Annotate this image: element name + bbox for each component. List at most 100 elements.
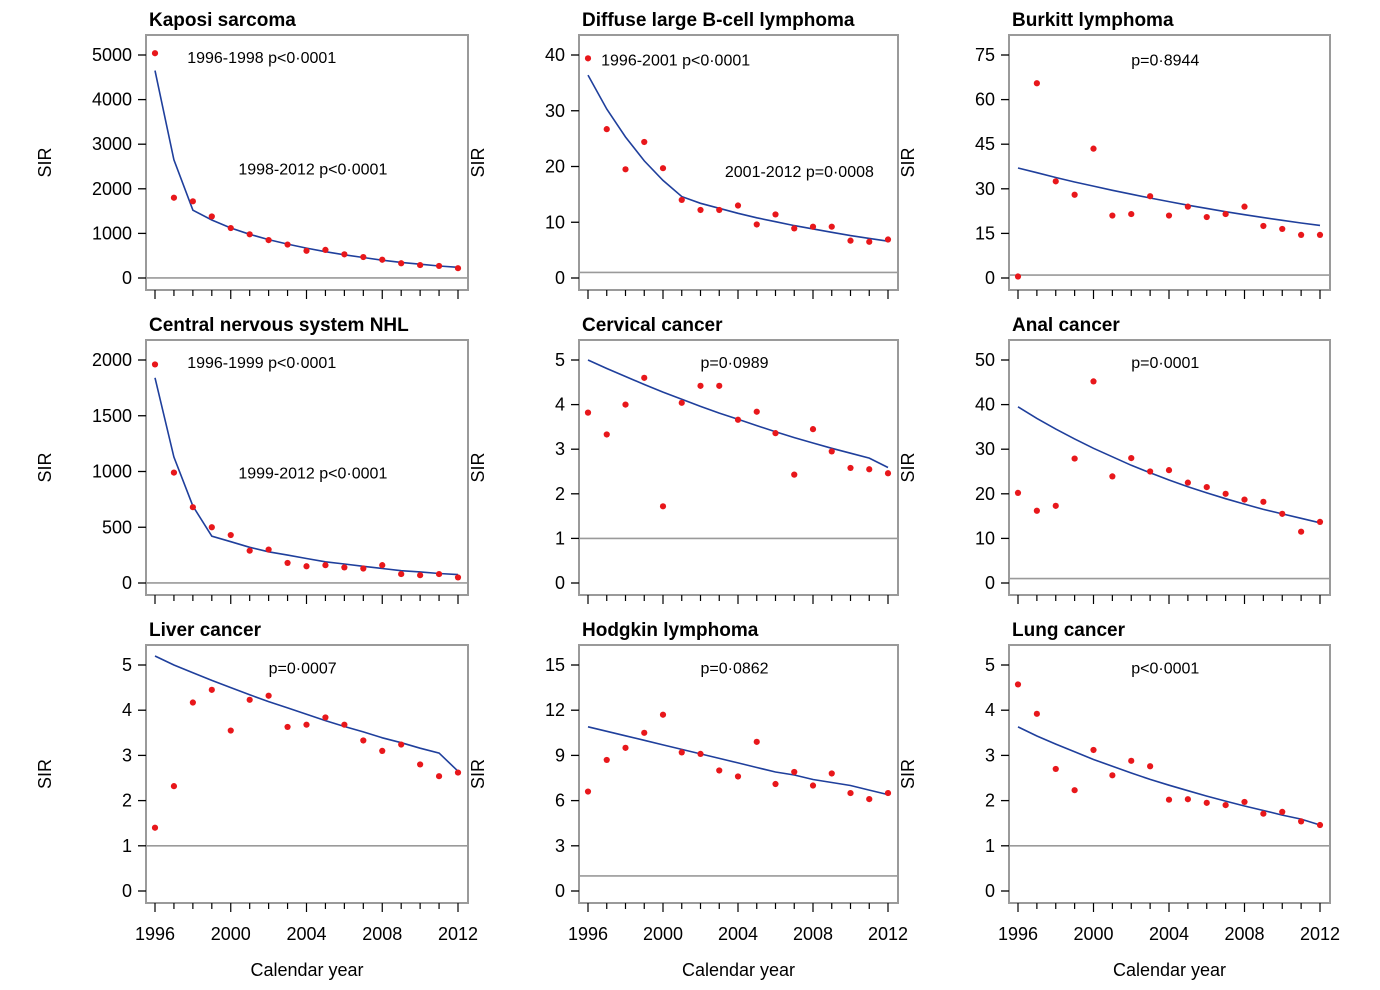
- observed-point: [1222, 210, 1229, 218]
- observed-point: [227, 727, 234, 734]
- observed-point: [809, 426, 817, 433]
- x-tick-label: 2012: [1300, 924, 1340, 944]
- chart-panel: Lung cancer 0 1 2 3 4 5 1996 2000 2004 2008 2012 SIR…: [898, 620, 1340, 944]
- p-value-annotation: p=0·0989: [701, 355, 769, 372]
- observed-point: [341, 564, 348, 571]
- observed-point: [454, 574, 462, 581]
- observed-point: [1071, 191, 1078, 198]
- observed-point: [1184, 479, 1191, 486]
- y-tick-label: 3: [555, 836, 565, 856]
- p-value-annotation: p=0·8944: [1131, 52, 1199, 69]
- observed-point: [1052, 178, 1059, 185]
- y-tick-label: 2000: [92, 350, 132, 370]
- observed-point: [809, 782, 817, 789]
- observed-point: [884, 789, 892, 797]
- observed-point: [641, 374, 648, 381]
- y-tick-label: 10: [975, 528, 995, 548]
- observed-point: [847, 237, 854, 244]
- observed-point: [828, 448, 835, 455]
- chart-panel: Liver cancer 0 1 2 3 4 5 1996 2000 2004 2008 2012 SI…: [35, 620, 478, 944]
- observed-point: [809, 223, 817, 230]
- observed-point: [1033, 710, 1040, 717]
- observed-point: [1090, 378, 1097, 385]
- y-tick-label: 30: [975, 179, 995, 199]
- x-tick-label: 2000: [643, 924, 683, 944]
- observed-point: [265, 236, 272, 244]
- x-tick-label: 2008: [1224, 924, 1264, 944]
- observed-point: [1316, 231, 1324, 238]
- observed-point: [678, 399, 685, 406]
- observed-point: [1203, 799, 1210, 806]
- observed-point: [1014, 273, 1022, 280]
- observed-point: [1184, 203, 1191, 210]
- observed-point: [753, 738, 760, 745]
- y-tick-label: 0: [985, 881, 995, 901]
- panel-title: Burkitt lymphoma: [1012, 10, 1174, 31]
- observed-point: [246, 231, 253, 238]
- observed-point: [208, 524, 215, 531]
- observed-point: [584, 55, 592, 62]
- observed-point: [1165, 212, 1173, 219]
- observed-point: [360, 737, 367, 744]
- chart-panel: Diffuse large B-cell lymphoma 0 10 20 30 40 SI…: [468, 10, 899, 299]
- observed-point: [227, 531, 234, 539]
- y-tick-label: 1000: [92, 462, 132, 482]
- observed-point: [584, 788, 592, 795]
- y-tick-label: 3: [122, 745, 132, 765]
- y-tick-label: 1500: [92, 406, 132, 426]
- observed-point: [716, 767, 723, 774]
- x-axis-label: Calendar year: [250, 960, 363, 980]
- y-tick-label: 4: [985, 700, 995, 720]
- observed-point: [151, 50, 159, 57]
- y-tick-label: 40: [975, 395, 995, 415]
- observed-point: [1260, 222, 1267, 230]
- fitted-series-line: [1017, 167, 1321, 227]
- observed-point: [866, 466, 873, 473]
- observed-point: [1052, 502, 1059, 509]
- observed-point: [659, 165, 667, 172]
- observed-point: [265, 546, 272, 553]
- observed-point: [1260, 498, 1267, 505]
- chart-panel: Cervical cancer 0 1 2 3 4 5 SIR p=0·0989: [468, 315, 899, 604]
- observed-point: [151, 824, 159, 831]
- observed-point: [151, 361, 159, 368]
- observed-point: [435, 773, 443, 780]
- observed-point: [1052, 765, 1059, 773]
- y-tick-label: 10: [545, 212, 565, 232]
- p-value-annotation: 1998-2012 p<0·0001: [238, 162, 387, 179]
- observed-point: [284, 559, 291, 567]
- observed-point: [659, 711, 667, 718]
- observed-point: [189, 504, 196, 511]
- observed-point: [1071, 787, 1078, 794]
- y-tick-label: 3: [985, 745, 995, 765]
- observed-point: [1109, 473, 1116, 480]
- observed-point: [1071, 455, 1078, 462]
- observed-point: [1184, 796, 1191, 803]
- observed-point: [1203, 213, 1210, 221]
- observed-point: [284, 723, 291, 731]
- x-tick-label: 1996: [568, 924, 608, 944]
- x-tick-label: 2000: [1073, 924, 1113, 944]
- observed-point: [341, 251, 348, 258]
- observed-point: [603, 756, 610, 764]
- observed-point: [1279, 808, 1286, 816]
- y-tick-label: 9: [555, 745, 565, 765]
- fitted-series-line: [587, 74, 889, 242]
- plot-frame: [1008, 34, 1331, 291]
- observed-point: [1147, 468, 1154, 475]
- chart-panel: Hodgkin lymphoma 0 3 6 9 12 15 1996 2000 2004 2008…: [468, 620, 908, 944]
- y-tick-label: 50: [975, 350, 995, 370]
- y-tick-label: 1000: [92, 223, 132, 243]
- observed-point: [379, 562, 386, 569]
- p-value-annotation: 1996-2001 p<0·0001: [601, 52, 750, 69]
- panel-title: Anal cancer: [1012, 315, 1120, 336]
- y-axis-label: SIR: [468, 452, 488, 482]
- chart-panel: Burkitt lymphoma 0 15 30 45 60 75 SIR p=0·8944: [898, 10, 1331, 299]
- y-tick-label: 0: [985, 573, 995, 593]
- observed-point: [1316, 821, 1324, 829]
- x-tick-label: 2004: [1149, 924, 1189, 944]
- y-tick-label: 75: [975, 45, 995, 65]
- observed-point: [322, 714, 329, 721]
- observed-point: [435, 570, 443, 578]
- observed-point: [1222, 802, 1229, 809]
